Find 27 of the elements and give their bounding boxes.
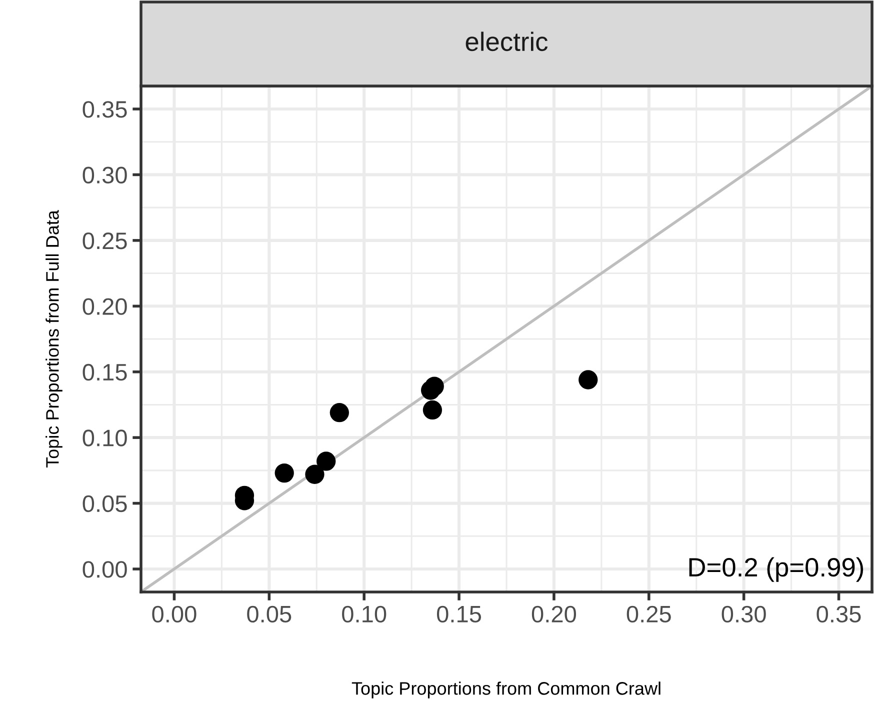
x-tick-label: 0.10 — [342, 606, 386, 623]
x-tick-label: 0.05 — [247, 606, 292, 623]
y-tick-label: 0.00 — [82, 561, 127, 578]
y-tick-label: 0.35 — [82, 101, 127, 118]
y-tick-label: 0.15 — [82, 364, 127, 381]
point — [316, 452, 336, 471]
point — [420, 380, 440, 400]
x-tick-label: 0.30 — [722, 606, 766, 623]
x-tick-label: 0.00 — [152, 606, 196, 623]
y-tick-label: 0.25 — [82, 232, 127, 250]
x-tick-label: 0.15 — [436, 606, 482, 623]
chart-title: electric — [466, 32, 548, 52]
point — [305, 464, 324, 484]
point — [274, 463, 294, 483]
point — [330, 403, 349, 422]
point — [578, 370, 598, 390]
x-axis-title: Topic Proportions from Common Crawl — [352, 682, 660, 698]
annotation: D=0.2 (p=0.99) — [689, 557, 864, 582]
x-tick-label: 0.20 — [532, 606, 576, 623]
y-tick-label: 0.20 — [82, 298, 127, 315]
x-tick-label: 0.25 — [626, 606, 671, 623]
y-tick-label: 0.05 — [82, 495, 127, 512]
y-tick-label: 0.10 — [82, 430, 127, 446]
y-axis-title: Topic Proportions from Full Data — [46, 210, 62, 468]
y-tick-label: 0.30 — [82, 166, 127, 184]
point — [422, 400, 442, 420]
x-tick-label: 0.35 — [816, 606, 861, 623]
